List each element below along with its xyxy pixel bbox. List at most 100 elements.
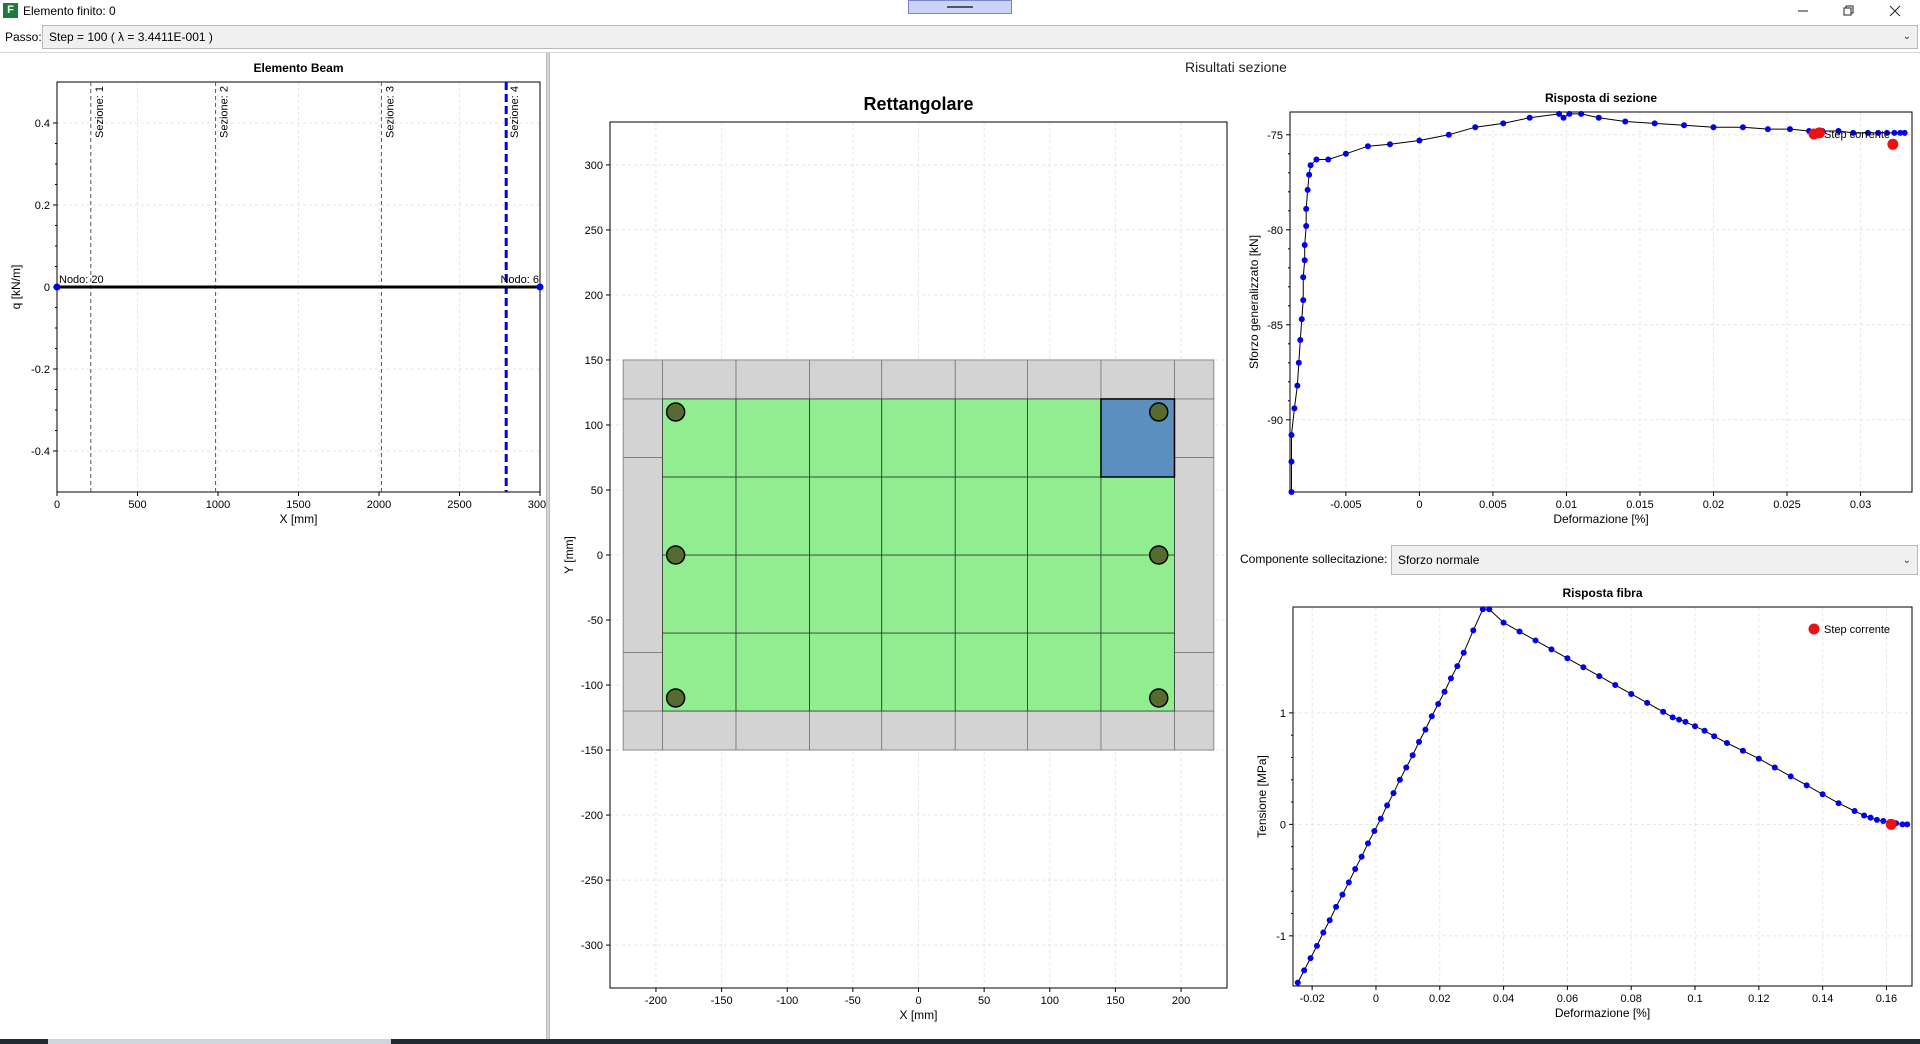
data-point xyxy=(1723,739,1730,746)
core-fiber xyxy=(809,632,883,712)
data-point xyxy=(1622,118,1629,125)
data-point xyxy=(1371,828,1378,835)
data-point xyxy=(1516,628,1523,635)
x-tick-label: 150 xyxy=(1106,995,1124,1007)
y-tick-label: -250 xyxy=(581,875,603,887)
cover-fiber xyxy=(735,710,810,751)
x-tick-label: 0 xyxy=(915,995,921,1007)
restore-icon xyxy=(1843,5,1854,16)
core-fiber xyxy=(954,476,1028,556)
x-tick-label: 0.025 xyxy=(1773,499,1801,511)
data-point xyxy=(1288,458,1295,465)
data-point xyxy=(1342,150,1349,157)
cover-fiber xyxy=(1174,652,1215,712)
data-point xyxy=(1526,114,1533,121)
data-point xyxy=(1364,840,1371,847)
x-tick-label: -150 xyxy=(711,995,733,1007)
data-point xyxy=(1339,891,1346,898)
restore-button[interactable] xyxy=(1826,0,1872,22)
data-point xyxy=(1850,129,1857,136)
cover-fiber xyxy=(1027,359,1102,400)
x-tick-label: 200 xyxy=(1172,995,1190,1007)
x-tick-label: 0 xyxy=(1373,993,1379,1005)
cover-fiber xyxy=(809,710,883,751)
data-point xyxy=(1580,664,1587,671)
rebar xyxy=(665,545,686,565)
data-point xyxy=(1364,143,1371,150)
data-point xyxy=(1786,126,1793,133)
close-button[interactable] xyxy=(1872,0,1918,22)
data-point xyxy=(1294,382,1301,389)
data-point xyxy=(1445,131,1452,138)
y-tick-label: 300 xyxy=(585,160,603,172)
data-point xyxy=(1435,700,1442,707)
y-tick-label: -200 xyxy=(581,810,603,822)
chart-title: Risposta fibra xyxy=(1562,586,1642,600)
data-point xyxy=(1352,865,1359,872)
window-title: Elemento finito: 0 xyxy=(23,4,116,18)
data-point xyxy=(1875,129,1882,136)
x-tick-label: -0.005 xyxy=(1330,499,1361,511)
x-tick-label: -50 xyxy=(845,995,861,1007)
core-fiber xyxy=(735,398,810,478)
core-fiber xyxy=(1027,632,1102,712)
section-label: Sezione: 3 xyxy=(384,86,396,138)
core-fiber xyxy=(1100,554,1175,634)
data-point xyxy=(1819,791,1826,798)
data-point xyxy=(1460,649,1467,656)
minimize-button[interactable] xyxy=(1780,0,1826,22)
cover-fiber xyxy=(809,359,883,400)
data-point xyxy=(1755,755,1762,762)
data-point xyxy=(1835,800,1842,807)
data-point xyxy=(1288,489,1295,495)
x-tick-label: 0.04 xyxy=(1493,993,1514,1005)
title-bar: F Elemento finito: 0 xyxy=(0,0,1920,22)
y-tick-label: 0.4 xyxy=(35,118,50,130)
data-point xyxy=(1454,663,1461,670)
y-tick-label: -100 xyxy=(581,680,603,692)
core-fiber xyxy=(1027,554,1102,634)
data-point xyxy=(1596,673,1603,680)
chevron-down-icon: ⌄ xyxy=(1902,555,1911,566)
data-point xyxy=(1711,733,1718,740)
rebar xyxy=(665,402,686,422)
data-point xyxy=(1313,156,1320,163)
drag-handle[interactable] xyxy=(908,0,1012,14)
x-axis-label: X [mm] xyxy=(280,512,318,526)
data-point xyxy=(1403,764,1410,771)
data-point xyxy=(1867,814,1874,821)
x-tick-label: 0.02 xyxy=(1429,993,1450,1005)
y-tick-label: 0 xyxy=(597,550,603,562)
current-step-point xyxy=(1885,818,1897,830)
section-label: Sezione: 2 xyxy=(219,86,231,138)
taskbar-strip xyxy=(0,1039,1920,1044)
y-tick-label: -80 xyxy=(1267,225,1283,237)
y-tick-label: 1 xyxy=(1280,708,1286,720)
core-fiber xyxy=(881,398,956,478)
step-select[interactable]: Step = 100 ( λ = 3.4411E-001 ) ⌄ xyxy=(42,25,1918,49)
data-point xyxy=(1682,718,1689,725)
component-select[interactable]: Sforzo normale ⌄ xyxy=(1391,545,1918,575)
data-point xyxy=(1301,257,1308,264)
cover-fiber xyxy=(622,652,663,712)
y-tick-label: -75 xyxy=(1267,130,1283,142)
data-point xyxy=(1644,699,1651,706)
data-point xyxy=(1303,223,1310,229)
component-value: Sforzo normale xyxy=(1398,553,1480,567)
x-tick-label: 0.015 xyxy=(1626,499,1654,511)
core-fiber xyxy=(954,398,1028,478)
core-fiber xyxy=(1100,476,1175,556)
data-point xyxy=(1851,807,1858,814)
data-point xyxy=(1899,821,1906,828)
panel-splitter[interactable] xyxy=(546,53,550,1044)
core-fiber xyxy=(662,476,737,556)
x-tick-label: -0.02 xyxy=(1300,993,1325,1005)
close-icon xyxy=(1889,5,1901,17)
cover-fiber xyxy=(662,710,737,751)
data-point xyxy=(1384,802,1391,809)
data-point xyxy=(1470,627,1477,634)
y-tick-label: -90 xyxy=(1267,415,1283,427)
rebar xyxy=(1148,402,1169,422)
data-point xyxy=(1891,129,1898,136)
section-chart: -200 -150 -100 -50 0 50 100 150 200 -300 -250 -200 -… xyxy=(562,94,1228,1022)
